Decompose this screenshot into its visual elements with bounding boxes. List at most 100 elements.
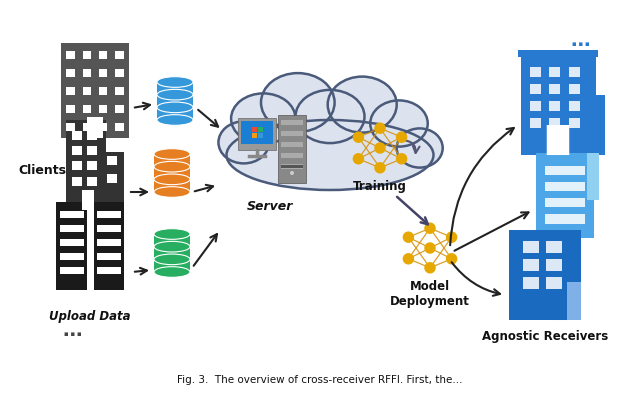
Bar: [99, 105, 108, 113]
Ellipse shape: [154, 149, 190, 159]
Bar: [115, 51, 124, 59]
Ellipse shape: [154, 187, 190, 197]
Bar: [587, 153, 598, 200]
Circle shape: [290, 171, 294, 175]
Ellipse shape: [261, 73, 335, 132]
Bar: [99, 69, 108, 77]
Bar: [115, 69, 124, 77]
Bar: [99, 51, 108, 59]
Bar: [568, 84, 580, 94]
Circle shape: [403, 254, 413, 264]
Bar: [154, 247, 190, 259]
Ellipse shape: [154, 267, 190, 277]
Bar: [568, 101, 580, 111]
Bar: [545, 214, 586, 224]
Bar: [67, 120, 106, 210]
Bar: [60, 267, 84, 274]
Ellipse shape: [157, 115, 193, 125]
Bar: [83, 69, 91, 77]
Bar: [86, 177, 97, 186]
Bar: [154, 179, 190, 192]
Bar: [72, 177, 82, 186]
Bar: [529, 67, 541, 77]
Bar: [545, 198, 586, 207]
Circle shape: [425, 263, 435, 273]
Bar: [83, 51, 91, 59]
Bar: [547, 241, 563, 252]
Bar: [252, 132, 257, 138]
Ellipse shape: [154, 174, 190, 185]
Bar: [257, 126, 262, 132]
Bar: [524, 277, 540, 288]
Bar: [529, 84, 541, 94]
Bar: [252, 126, 257, 132]
Bar: [97, 239, 121, 246]
Bar: [529, 118, 541, 128]
Bar: [281, 120, 303, 125]
FancyBboxPatch shape: [547, 125, 569, 155]
Ellipse shape: [218, 121, 269, 163]
Bar: [281, 153, 303, 158]
Bar: [72, 146, 82, 155]
Bar: [60, 225, 84, 232]
Bar: [154, 234, 190, 247]
Bar: [545, 166, 586, 175]
Ellipse shape: [227, 120, 433, 190]
Bar: [509, 230, 581, 320]
Circle shape: [447, 254, 457, 264]
Circle shape: [425, 243, 435, 253]
Text: Clients: Clients: [18, 164, 66, 176]
Ellipse shape: [397, 128, 443, 168]
Ellipse shape: [157, 77, 193, 87]
Bar: [86, 146, 97, 155]
Ellipse shape: [154, 254, 190, 265]
Bar: [67, 105, 75, 113]
Bar: [60, 239, 84, 246]
Bar: [82, 190, 93, 210]
Bar: [104, 152, 124, 210]
Bar: [99, 123, 108, 131]
Bar: [154, 259, 190, 272]
Bar: [241, 121, 273, 144]
Circle shape: [397, 154, 406, 164]
Ellipse shape: [371, 100, 428, 147]
Bar: [157, 82, 193, 95]
Ellipse shape: [157, 89, 193, 100]
Circle shape: [403, 232, 413, 242]
Ellipse shape: [157, 102, 193, 113]
Text: Upload Data: Upload Data: [49, 310, 131, 323]
Bar: [60, 253, 84, 260]
Circle shape: [447, 232, 457, 242]
Bar: [281, 165, 303, 168]
Bar: [529, 101, 541, 111]
Bar: [568, 67, 580, 77]
Bar: [67, 123, 75, 131]
Text: Model
Deployment: Model Deployment: [390, 280, 470, 308]
Bar: [108, 156, 116, 165]
Bar: [83, 87, 91, 95]
Ellipse shape: [328, 77, 397, 133]
Bar: [157, 107, 193, 120]
Circle shape: [353, 132, 364, 142]
Bar: [524, 259, 540, 270]
Bar: [86, 161, 97, 170]
Circle shape: [353, 154, 364, 164]
Circle shape: [375, 143, 385, 153]
Text: Fig. 3.  The overview of cross-receiver RFFI. First, the...: Fig. 3. The overview of cross-receiver R…: [177, 375, 463, 385]
Bar: [568, 118, 580, 128]
Text: Training: Training: [353, 180, 407, 193]
Ellipse shape: [154, 229, 190, 239]
Bar: [108, 174, 116, 183]
Bar: [94, 202, 124, 290]
Text: Server: Server: [247, 200, 293, 213]
Bar: [154, 154, 190, 167]
Bar: [67, 69, 75, 77]
Text: ⋯: ⋯: [570, 36, 589, 54]
Bar: [281, 164, 303, 169]
Bar: [518, 50, 598, 57]
Bar: [83, 105, 91, 113]
Circle shape: [375, 123, 385, 133]
Circle shape: [397, 132, 406, 142]
Bar: [547, 259, 563, 270]
Bar: [549, 67, 560, 77]
